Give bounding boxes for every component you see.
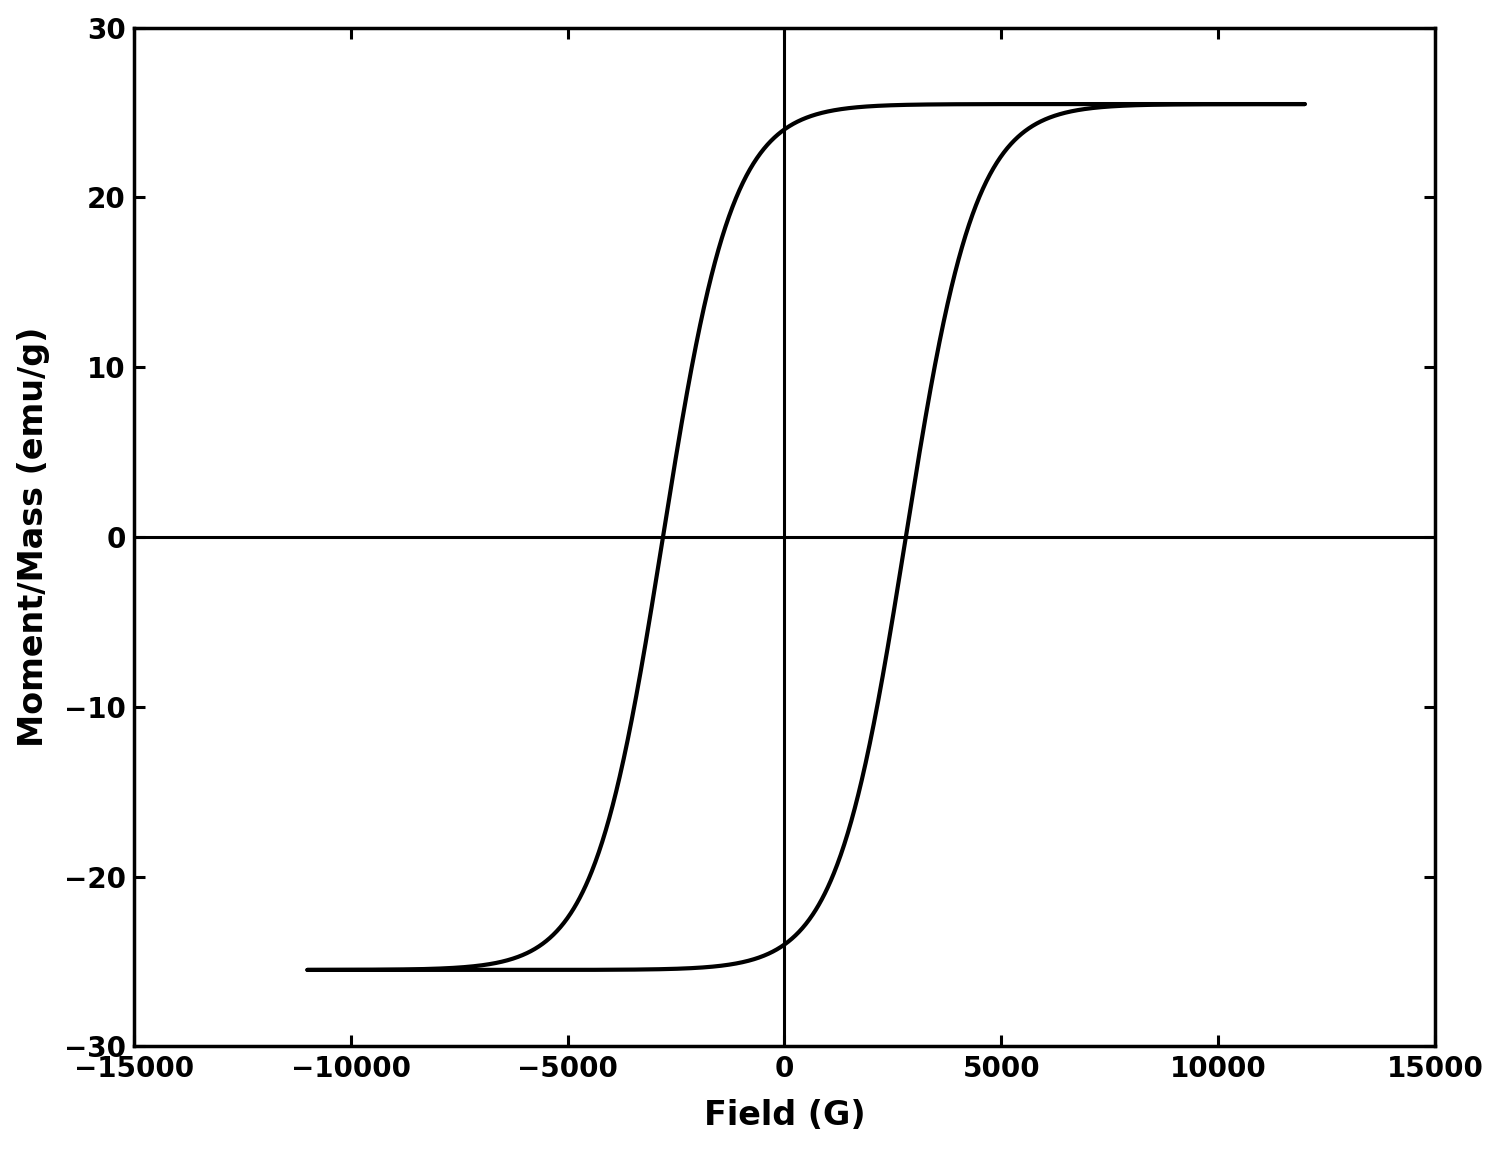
Y-axis label: Moment/Mass (emu/g): Moment/Mass (emu/g) [16,326,50,747]
X-axis label: Field (G): Field (G) [704,1100,866,1132]
